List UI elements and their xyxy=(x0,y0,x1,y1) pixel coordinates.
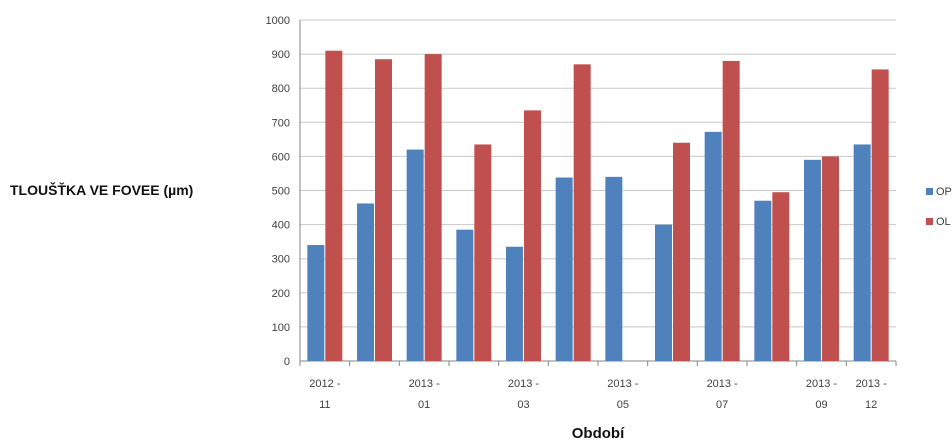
bar-ol xyxy=(524,110,541,362)
bar-ol xyxy=(871,69,889,361)
bar-op xyxy=(853,144,871,361)
legend-swatch-ol xyxy=(926,218,933,225)
bar-op xyxy=(307,245,325,361)
x-axis-title: Období xyxy=(572,425,625,442)
x-tick-label: 09 xyxy=(815,399,827,411)
x-tick-label: 01 xyxy=(418,399,430,411)
x-tick-label: 2012 - xyxy=(309,378,341,390)
x-tick-label: 12 xyxy=(865,399,877,411)
bar-op xyxy=(605,176,623,361)
legend-label-ol: OL xyxy=(936,216,951,228)
bar-ol xyxy=(375,59,392,362)
bar-op xyxy=(406,149,424,361)
x-tick-label: 2013 - xyxy=(707,378,739,390)
bar-ol xyxy=(474,144,492,361)
y-tick-label: 300 xyxy=(272,254,290,266)
bar-ol xyxy=(822,156,839,361)
bar-ol xyxy=(772,192,790,361)
x-tick-label: 05 xyxy=(617,399,629,411)
legend-swatch-op xyxy=(926,188,933,195)
x-tick-label: 07 xyxy=(716,399,728,411)
x-tick-label: 2013 - xyxy=(508,378,540,390)
bar-op xyxy=(655,224,672,361)
y-tick-label: 1000 xyxy=(266,15,290,27)
bar-ol xyxy=(722,60,740,362)
y-tick-label: 400 xyxy=(272,220,290,232)
x-tick-label: 03 xyxy=(517,399,529,411)
y-tick-label: 700 xyxy=(272,117,290,129)
bar-op xyxy=(754,200,772,361)
x-tick-label: 2013 - xyxy=(806,378,838,390)
legend-label-op: OP xyxy=(936,186,952,198)
bar-op xyxy=(804,159,821,361)
x-tick-label: 2013 - xyxy=(409,378,441,390)
bar-op xyxy=(506,246,523,361)
y-axis-title: TLOUŠŤKA VE FOVEE (µm) xyxy=(10,181,193,198)
bar-ol xyxy=(424,54,442,361)
y-tick-label: 200 xyxy=(272,288,290,300)
x-tick-label: 11 xyxy=(319,399,330,411)
y-tick-label: 0 xyxy=(284,356,290,368)
x-tick-label: 2013 - xyxy=(856,378,888,390)
bar-ol xyxy=(673,142,690,361)
bar-ol xyxy=(325,50,343,361)
x-tick-label: 2013 - xyxy=(607,378,639,390)
bar-op xyxy=(456,229,474,361)
y-tick-label: 900 xyxy=(272,49,290,61)
y-tick-label: 800 xyxy=(272,83,290,95)
y-tick-label: 100 xyxy=(272,322,290,334)
bar-ol xyxy=(573,64,591,361)
y-tick-label: 600 xyxy=(272,151,290,163)
bar-op xyxy=(357,203,374,361)
bar-op xyxy=(704,131,722,361)
y-tick-label: 500 xyxy=(272,186,290,198)
bar-op xyxy=(555,177,573,361)
